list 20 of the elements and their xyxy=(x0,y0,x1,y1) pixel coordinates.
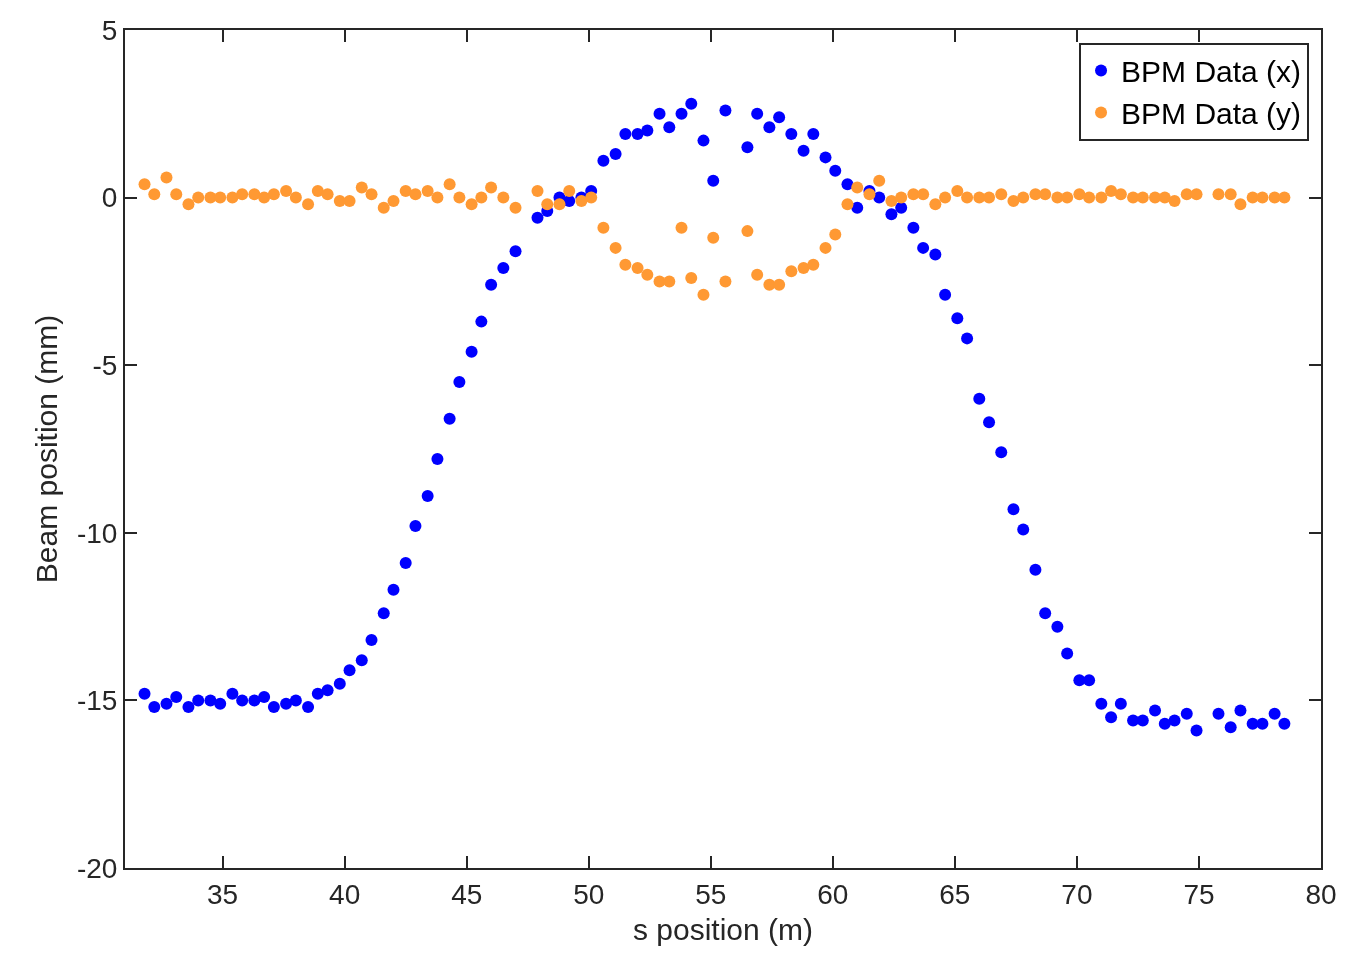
y-tick-label: -10 xyxy=(76,517,118,549)
legend-label: BPM Data (y) xyxy=(1121,97,1302,131)
y-tick-label: -5 xyxy=(92,350,118,381)
x-axis-title: s position (m) xyxy=(632,912,814,946)
y-tick-label: 5 xyxy=(101,14,118,46)
y-tick-label: -15 xyxy=(76,685,118,717)
x-tick-label: 40 xyxy=(329,878,361,910)
y-tick-label: 0 xyxy=(101,182,118,214)
y-tick-label: -20 xyxy=(76,852,118,884)
x-tick-label: 35 xyxy=(207,878,239,910)
x-tick-label: 75 xyxy=(1183,878,1215,910)
x-tick-label: 60 xyxy=(817,878,849,910)
x-tick-label: 50 xyxy=(573,878,605,910)
x-tick-label: 65 xyxy=(939,878,971,910)
x-tick-label: 55 xyxy=(695,878,727,910)
x-tick-label: 80 xyxy=(1305,878,1337,910)
x-tick-label: 70 xyxy=(1061,878,1093,910)
x-tick-label: 45 xyxy=(451,878,483,910)
legend-label: BPM Data (x) xyxy=(1121,55,1302,89)
y-axis-title: Beam position (mm) xyxy=(30,314,64,584)
